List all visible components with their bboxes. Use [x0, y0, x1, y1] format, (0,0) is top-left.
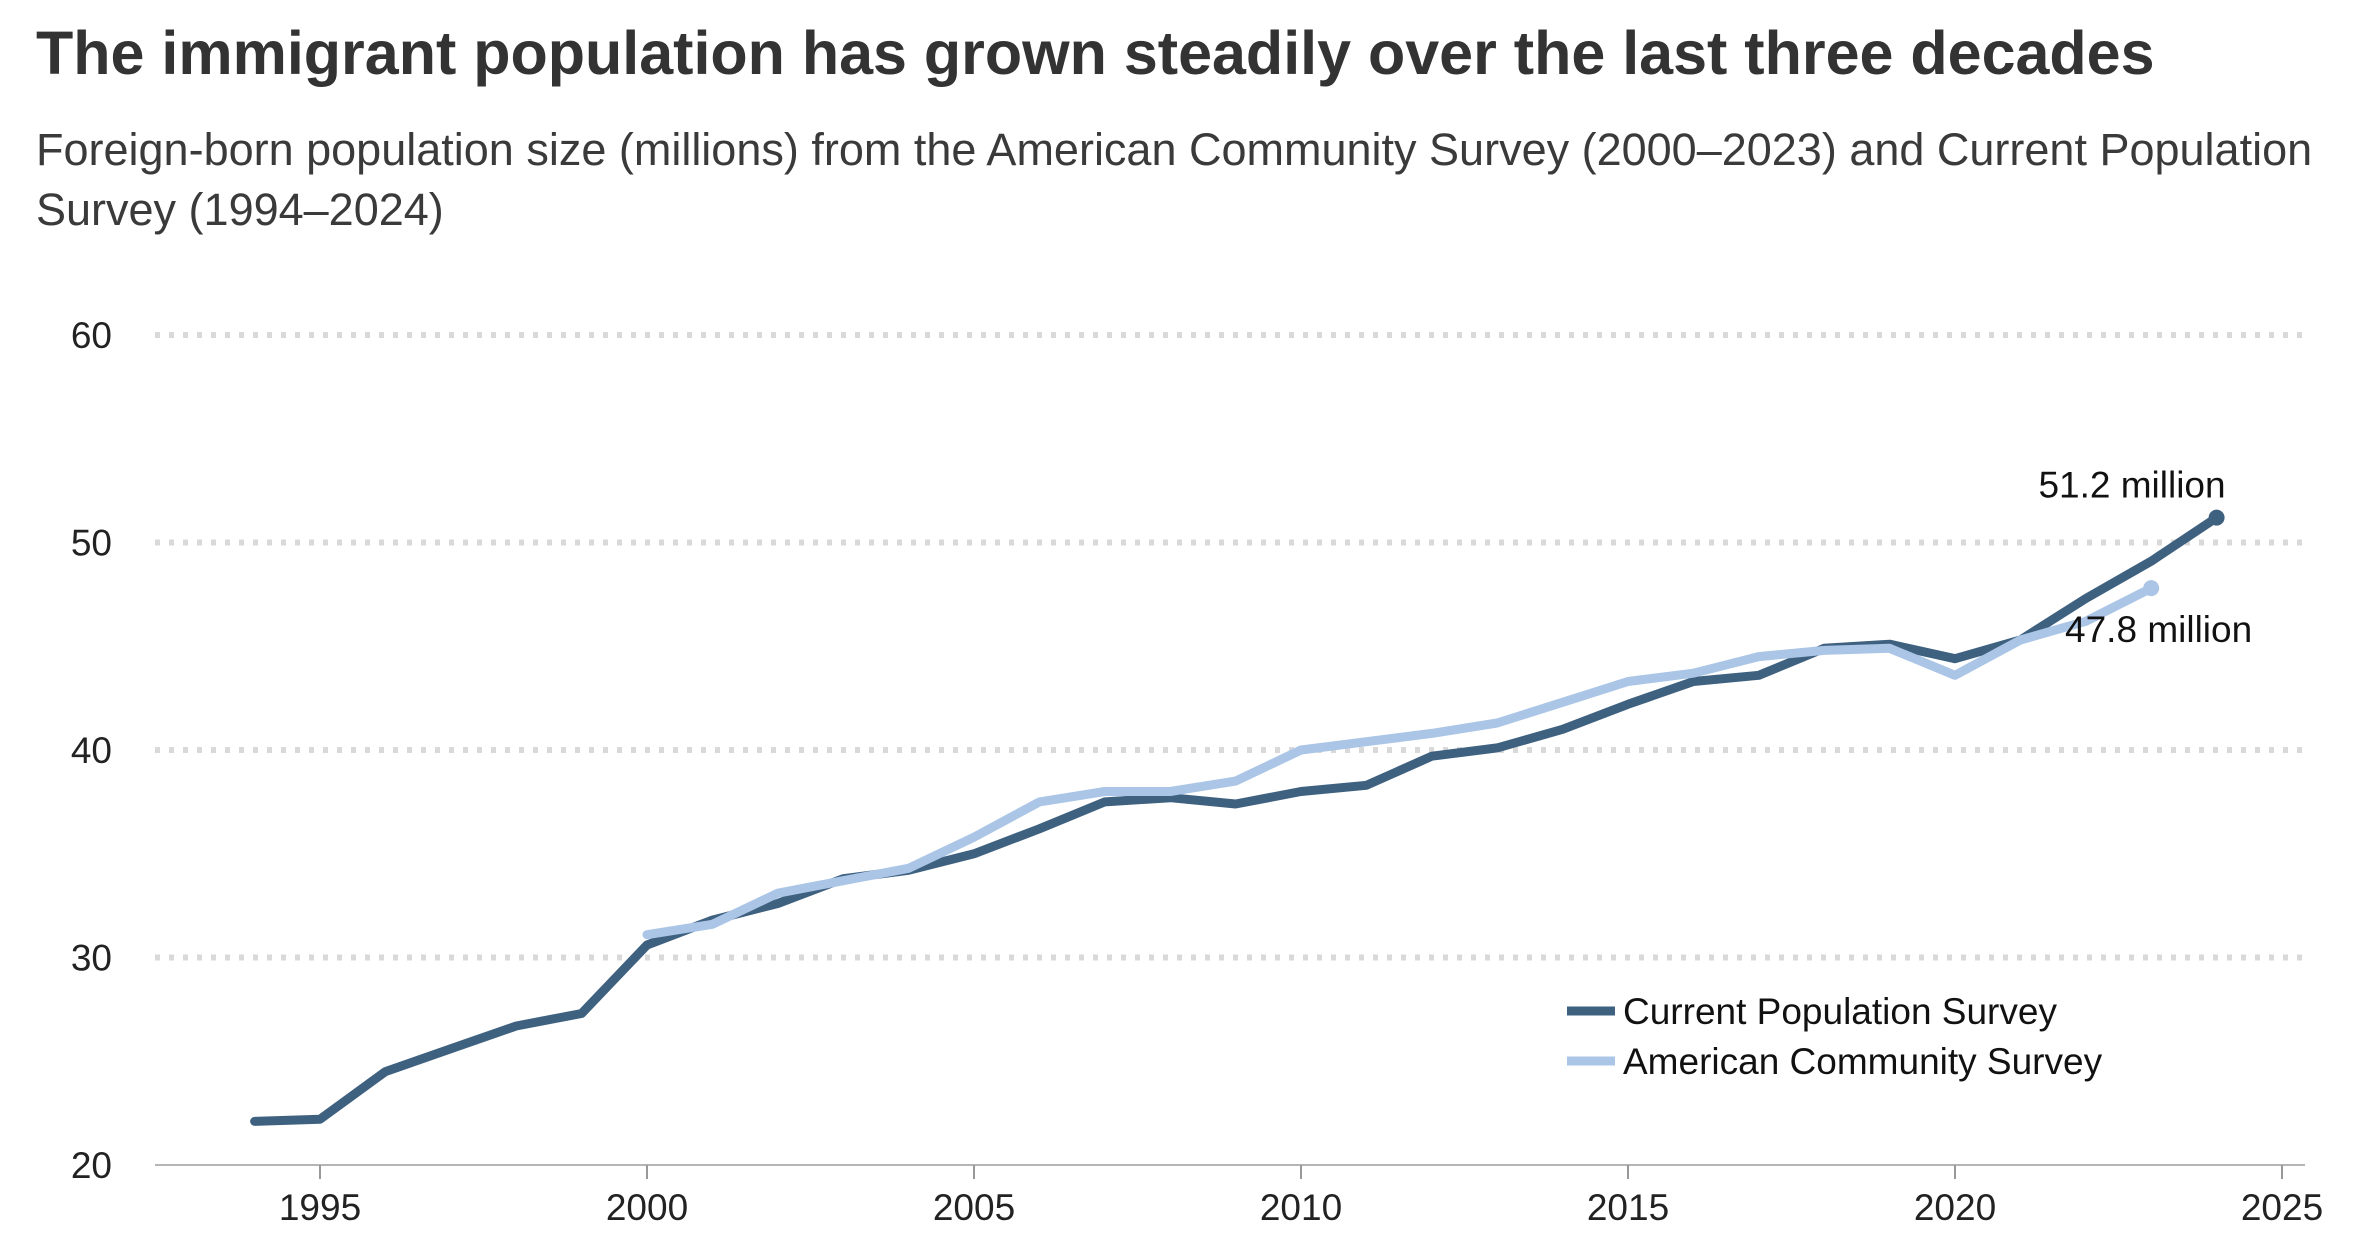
legend: Current Population Survey American Commun… — [1567, 991, 2103, 1082]
series-line-acs — [642, 583, 2156, 940]
end-labels: 51.2 million 47.8 million — [2038, 465, 2252, 651]
x-tick-label: 2010 — [1260, 1187, 1342, 1228]
chart-subtitle: Foreign-born population size (millions) … — [36, 124, 2313, 235]
y-tick-label: 30 — [71, 938, 112, 979]
legend-label: Current Population Survey — [1623, 991, 2057, 1032]
legend-label: American Community Survey — [1623, 1041, 2103, 1082]
y-tick-label: 20 — [71, 1145, 112, 1186]
x-tick-label: 2020 — [1914, 1187, 1996, 1228]
y-tick-label: 50 — [71, 523, 112, 564]
end-point-marker — [2143, 580, 2160, 597]
x-tick-label: 2015 — [1587, 1187, 1669, 1228]
y-tick-label: 60 — [71, 315, 112, 356]
x-tick-label: 1995 — [279, 1187, 361, 1228]
chart-title: The immigrant population has grown stead… — [36, 19, 2155, 87]
end-value-label: 51.2 million — [2038, 465, 2225, 506]
x-tick-label: 2000 — [606, 1187, 688, 1228]
y-tick-label: 40 — [71, 730, 112, 771]
end-point-marker — [2208, 509, 2225, 526]
end-value-label: 47.8 million — [2065, 609, 2252, 650]
y-axis: 20 30 40 50 60 — [71, 315, 112, 1186]
x-axis: 1995 2000 2005 2010 2015 2020 2025 — [155, 1164, 2323, 1228]
series-lines — [250, 513, 2222, 1126]
x-tick-label: 2025 — [2241, 1187, 2323, 1228]
x-tick-label: 2005 — [933, 1187, 1015, 1228]
